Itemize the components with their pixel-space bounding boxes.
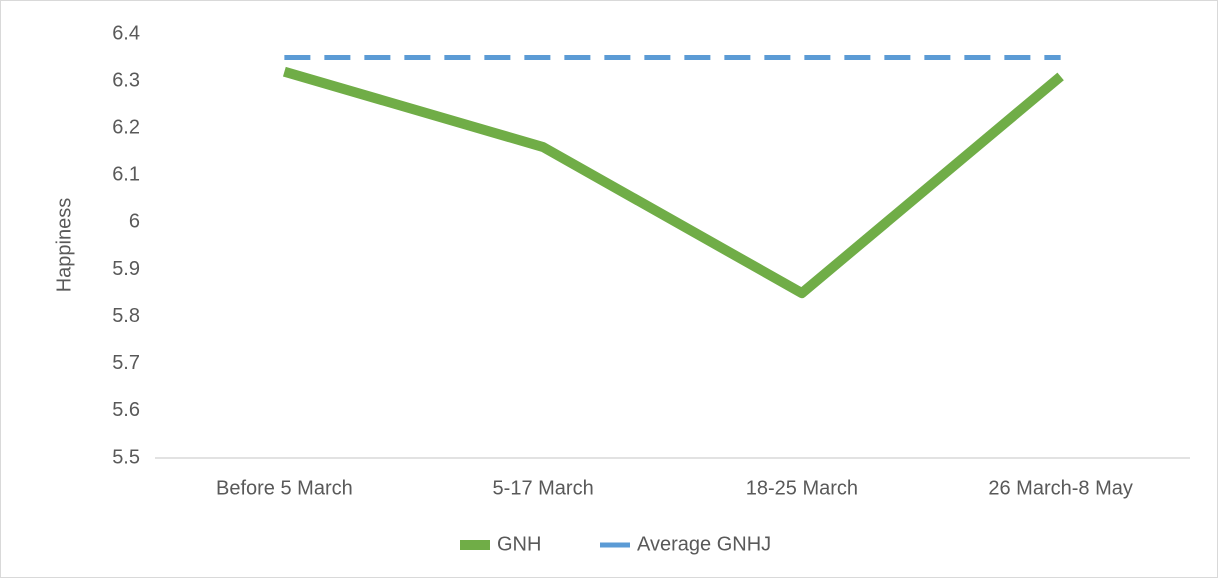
legend-label: Average GNHJ [637, 533, 771, 555]
y-tick-label: 5.8 [112, 305, 140, 327]
y-tick-label: 6.2 [112, 117, 140, 139]
x-tick-label: 26 March-8 May [988, 477, 1133, 499]
x-tick-label: 18-25 March [746, 477, 858, 499]
y-tick-label: 6.1 [112, 164, 140, 186]
y-tick-label: 5.6 [112, 399, 140, 421]
y-tick-label: 6.3 [112, 69, 140, 91]
y-tick-label: 6.4 [112, 22, 140, 44]
y-axis-label: Happiness [53, 198, 75, 293]
series-line [282, 66, 1064, 299]
x-tick-label: Before 5 March [216, 477, 353, 499]
y-tick-label: 5.5 [112, 446, 140, 468]
y-tick-label: 5.7 [112, 352, 140, 374]
legend-label: GNH [497, 533, 541, 555]
x-tick-label: 5-17 March [493, 477, 594, 499]
y-tick-label: 5.9 [112, 258, 140, 280]
y-tick-label: 6 [129, 211, 140, 233]
